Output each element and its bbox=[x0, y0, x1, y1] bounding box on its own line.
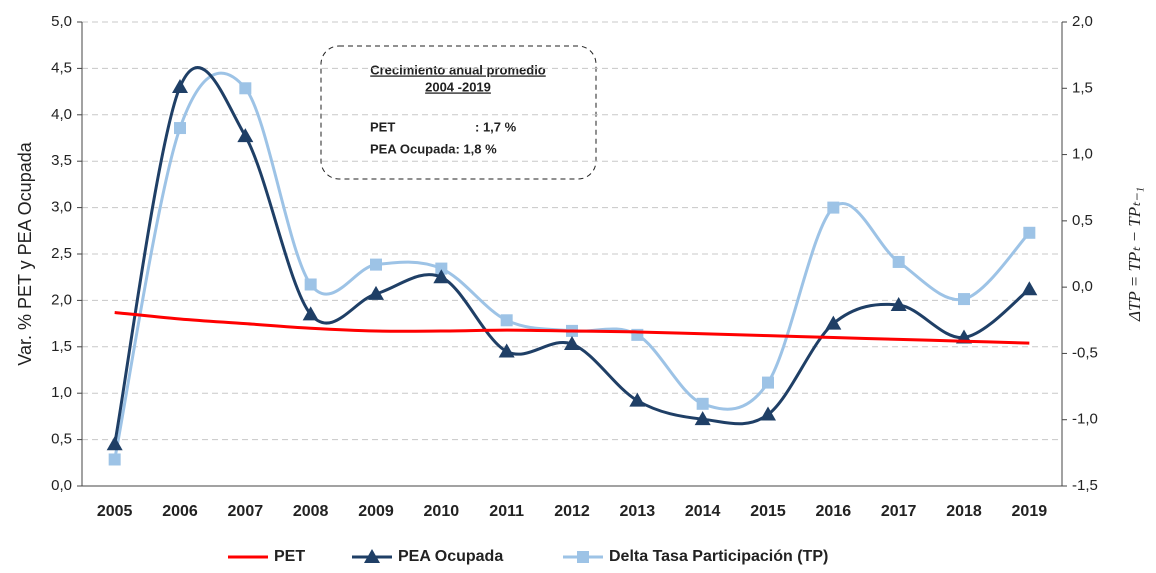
x-tick-label: 2019 bbox=[1012, 503, 1048, 520]
point bbox=[239, 82, 252, 95]
y-tick-label: 1,0 bbox=[51, 384, 72, 401]
point bbox=[368, 285, 384, 300]
x-tick-label: 2005 bbox=[97, 503, 133, 520]
y2-tick-label: 1,0 bbox=[1072, 146, 1093, 163]
point bbox=[498, 343, 515, 358]
legend-label: PET bbox=[274, 548, 305, 565]
x-tick-label: 2010 bbox=[424, 503, 460, 520]
annotation-line: PEA Ocupada: 1,8 % bbox=[370, 141, 497, 156]
x-tick-label: 2006 bbox=[162, 503, 198, 520]
x-tick-label: 2017 bbox=[881, 503, 917, 520]
x-tick-label: 2013 bbox=[620, 503, 656, 520]
y2-tick-label: 1,5 bbox=[1072, 79, 1093, 96]
point bbox=[762, 376, 774, 389]
point bbox=[304, 278, 317, 291]
y2-tick-label: -0,5 bbox=[1072, 344, 1098, 361]
annotation-title: Crecimiento anual promedio bbox=[370, 62, 546, 77]
x-tick-label: 2012 bbox=[554, 503, 590, 520]
point bbox=[106, 436, 123, 451]
point bbox=[1023, 226, 1036, 239]
x-tick-label: 2016 bbox=[816, 503, 852, 520]
y2-tick-label: 2,0 bbox=[1072, 13, 1093, 30]
y-tick-label: 0,0 bbox=[51, 477, 72, 494]
legend-label: Delta Tasa Participación (TP) bbox=[609, 548, 828, 565]
point bbox=[827, 201, 840, 214]
point bbox=[174, 122, 186, 135]
y-tick-label: 0,5 bbox=[51, 431, 72, 448]
point bbox=[958, 293, 970, 306]
point bbox=[696, 397, 709, 410]
point bbox=[108, 453, 121, 466]
x-tick-label: 2018 bbox=[946, 503, 982, 520]
point bbox=[435, 262, 448, 275]
point bbox=[760, 406, 776, 421]
annotation-box bbox=[320, 45, 597, 180]
y-tick-label: 2,5 bbox=[51, 245, 72, 262]
x-tick-label: 2007 bbox=[228, 503, 264, 520]
annotation-label: PET bbox=[370, 119, 395, 134]
y2-axis-label: ΔTP = TPₜ − TPₜ₋₁ bbox=[1125, 187, 1144, 322]
x-tick-label: 2014 bbox=[685, 503, 721, 520]
point bbox=[892, 255, 905, 268]
y-tick-label: 5,0 bbox=[51, 13, 72, 30]
x-tick-label: 2011 bbox=[489, 503, 524, 520]
point bbox=[694, 411, 711, 426]
x-tick-label: 2015 bbox=[750, 503, 786, 520]
y-axis-label: Var. % PET y PEA Ocupada bbox=[15, 141, 35, 365]
point bbox=[825, 315, 842, 330]
legend-marker bbox=[364, 549, 380, 563]
x-tick-label: 2009 bbox=[358, 503, 394, 520]
annotation-subtitle: 2004 -2019 bbox=[425, 79, 491, 94]
y2-tick-label: 0,0 bbox=[1072, 278, 1093, 295]
y-tick-label: 3,5 bbox=[51, 152, 72, 169]
point bbox=[1021, 281, 1038, 296]
y2-tick-label: -1,5 bbox=[1072, 477, 1098, 494]
y2-tick-label: -1,0 bbox=[1072, 411, 1098, 428]
y-tick-label: 3,0 bbox=[51, 199, 72, 216]
annotation-value: : 1,7 % bbox=[475, 119, 517, 134]
point bbox=[237, 128, 254, 143]
point bbox=[564, 336, 580, 351]
point bbox=[302, 306, 319, 321]
point bbox=[890, 297, 907, 312]
y-tick-label: 1,5 bbox=[51, 338, 72, 355]
y-tick-label: 2,0 bbox=[51, 291, 72, 308]
point bbox=[172, 78, 188, 93]
legend-marker bbox=[577, 551, 589, 563]
legend-label: PEA Ocupada bbox=[398, 548, 503, 565]
point bbox=[500, 314, 513, 327]
y-tick-label: 4,0 bbox=[51, 106, 72, 123]
line bbox=[113, 71, 1031, 460]
x-tick-label: 2008 bbox=[293, 503, 329, 520]
line bbox=[114, 310, 1030, 345]
point bbox=[629, 392, 646, 407]
point bbox=[433, 269, 450, 284]
y2-tick-label: 0,5 bbox=[1072, 212, 1093, 229]
point bbox=[370, 258, 382, 271]
line bbox=[113, 66, 1031, 445]
y-tick-label: 4,5 bbox=[51, 59, 72, 76]
